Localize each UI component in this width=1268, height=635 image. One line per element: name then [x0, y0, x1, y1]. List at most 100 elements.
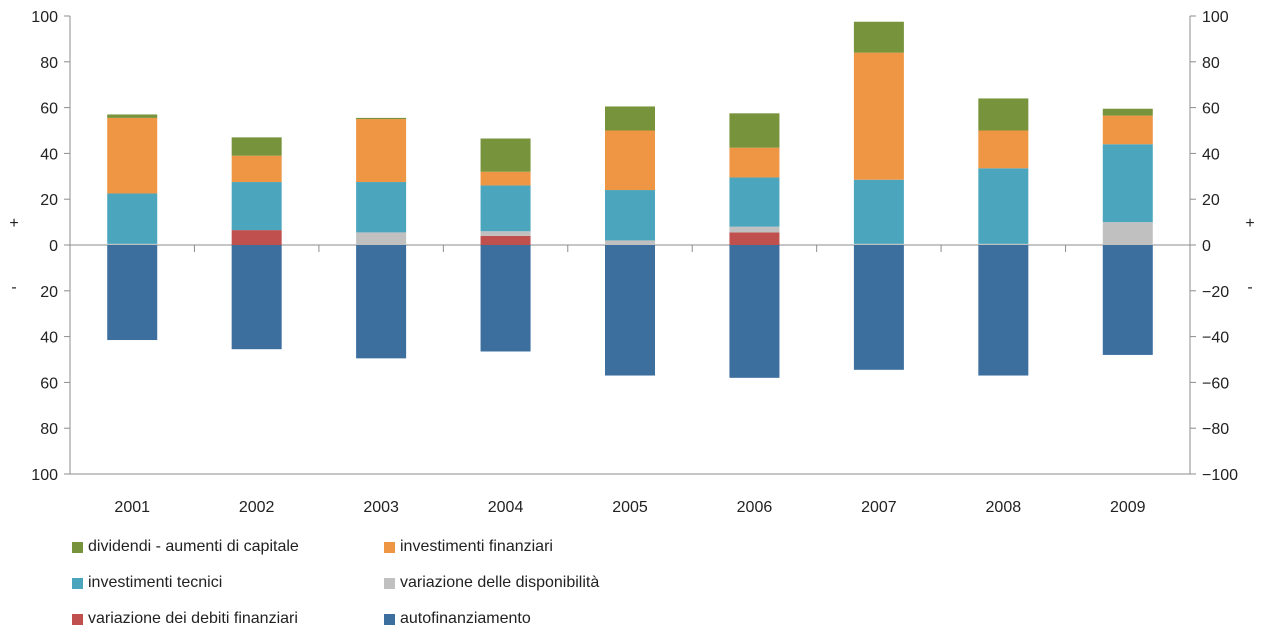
legend-swatch	[384, 578, 395, 589]
legend-label: variazione dei debiti finanziari	[88, 610, 298, 628]
legend-label: investimenti tecnici	[88, 574, 222, 592]
bar-segment	[1103, 116, 1153, 145]
left-negative-sign: -	[11, 279, 16, 296]
left-tick-label: 80	[40, 55, 58, 72]
left-tick-label: 40	[40, 146, 58, 163]
bar-segment	[1103, 222, 1153, 245]
bar-segment	[854, 22, 904, 53]
bar-segment	[854, 245, 904, 370]
left-tick-label: 60	[40, 101, 58, 118]
bar-segment	[232, 245, 282, 349]
bar-segment	[605, 240, 655, 245]
right-tick-label: 40	[1202, 146, 1220, 163]
bar-segment	[107, 118, 157, 194]
category-label: 2008	[986, 499, 1022, 516]
left-tick-label: 60	[40, 375, 58, 392]
right-tick-label: −40	[1202, 330, 1229, 347]
bar-segment	[232, 156, 282, 182]
legend-label: investimenti finanziari	[400, 538, 553, 556]
bar-segment	[854, 53, 904, 180]
legend-item-investimenti-tecnici: investimenti tecnici	[72, 574, 222, 592]
bar-segment	[729, 232, 779, 245]
bar-segment	[729, 227, 779, 233]
bar-segment	[978, 131, 1028, 169]
legend-item-variazione-debiti: variazione dei debiti finanziari	[72, 610, 298, 628]
right-tick-label: 0	[1202, 238, 1211, 255]
bar-segment	[1103, 144, 1153, 222]
bar-segment	[729, 245, 779, 378]
legend-label: autofinanziamento	[400, 610, 531, 628]
legend-label: dividendi - aumenti di capitale	[88, 538, 299, 556]
bar-segment	[356, 118, 406, 119]
bar-segment	[729, 148, 779, 178]
bar-segment	[605, 190, 655, 240]
category-label: 2001	[114, 499, 150, 516]
left-positive-sign: +	[9, 215, 18, 232]
category-label: 2009	[1110, 499, 1146, 516]
left-tick-label: 0	[49, 238, 58, 255]
legend-item-autofinanziamento: autofinanziamento	[384, 610, 531, 628]
stacked-bar-chart: 10080604020020406080100100806040200−20−4…	[0, 0, 1268, 535]
left-tick-label: 80	[40, 421, 58, 438]
right-tick-label: −20	[1202, 284, 1229, 301]
right-positive-sign: +	[1245, 215, 1254, 232]
legend-label: variazione delle disponibilità	[400, 574, 599, 592]
bar-segment	[232, 230, 282, 245]
bar-segment	[729, 177, 779, 226]
bar-segment	[978, 168, 1028, 244]
bar-segment	[605, 245, 655, 376]
bar-segment	[481, 245, 531, 351]
right-tick-label: 60	[1202, 101, 1220, 118]
bar-segment	[978, 244, 1028, 245]
category-label: 2006	[737, 499, 773, 516]
bar-segment	[854, 180, 904, 244]
legend-swatch	[384, 614, 395, 625]
bar-segment	[356, 119, 406, 182]
bar-segment	[232, 137, 282, 155]
legend-item-variazione-disponibilita: variazione delle disponibilità	[384, 574, 599, 592]
bar-segment	[978, 98, 1028, 130]
bar-segment	[1103, 245, 1153, 355]
bar-segment	[605, 106, 655, 130]
bar-segment	[356, 232, 406, 245]
left-tick-label: 20	[40, 192, 58, 209]
bar-segment	[107, 244, 157, 245]
right-tick-label: −100	[1202, 467, 1238, 484]
bar-segment	[107, 245, 157, 340]
bar-segment	[356, 245, 406, 358]
bar-segment	[605, 131, 655, 191]
left-tick-label: 100	[31, 9, 58, 26]
bar-segment	[729, 113, 779, 147]
category-label: 2003	[363, 499, 399, 516]
bar-segment	[107, 114, 157, 117]
right-tick-label: 20	[1202, 192, 1220, 209]
right-tick-label: −80	[1202, 421, 1229, 438]
left-tick-label: 20	[40, 284, 58, 301]
legend-swatch	[72, 578, 83, 589]
legend-swatch	[72, 614, 83, 625]
bar-segment	[854, 244, 904, 245]
category-label: 2005	[612, 499, 648, 516]
legend-item-dividendi: dividendi - aumenti di capitale	[72, 538, 299, 556]
bar-segment	[481, 236, 531, 245]
right-tick-label: 80	[1202, 55, 1220, 72]
legend-swatch	[384, 542, 395, 553]
bar-segment	[1103, 109, 1153, 116]
bar-segment	[481, 185, 531, 231]
chart-bars	[107, 22, 1153, 378]
category-label: 2004	[488, 499, 524, 516]
bar-segment	[232, 182, 282, 230]
legend-item-investimenti-finanziari: investimenti finanziari	[384, 538, 553, 556]
bar-segment	[978, 245, 1028, 376]
left-tick-label: 40	[40, 330, 58, 347]
right-tick-label: 100	[1202, 9, 1229, 26]
bar-segment	[481, 139, 531, 172]
left-tick-label: 100	[31, 467, 58, 484]
right-negative-sign: -	[1247, 279, 1252, 296]
bar-segment	[481, 231, 531, 236]
bar-segment	[481, 172, 531, 186]
bar-segment	[107, 193, 157, 243]
legend-swatch	[72, 542, 83, 553]
bar-segment	[356, 182, 406, 232]
category-label: 2002	[239, 499, 275, 516]
